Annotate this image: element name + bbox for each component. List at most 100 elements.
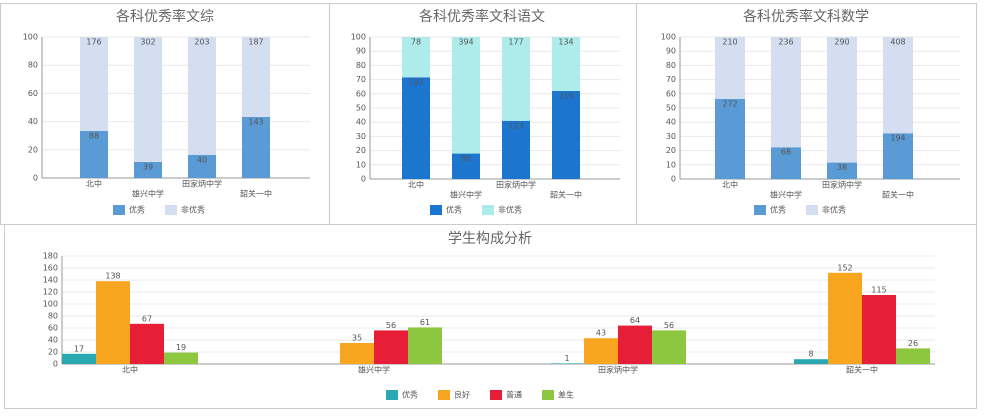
x-tick-label: 韶关一中 <box>882 190 914 200</box>
data-label: 176 <box>86 38 101 47</box>
data-label: 394 <box>458 38 473 47</box>
x-tick-label: 雄兴中学 <box>132 189 164 199</box>
bar-segment <box>502 120 530 179</box>
x-tick-label: 北中 <box>722 180 738 190</box>
chart-title: 各科优秀率文科语文 <box>419 8 545 25</box>
bar <box>584 338 618 364</box>
bar-segment <box>402 37 430 78</box>
data-label: 56 <box>386 321 396 330</box>
data-label: 187 <box>248 38 263 47</box>
y-tick-label: 60 <box>28 89 38 98</box>
data-label: 272 <box>722 99 737 108</box>
y-tick-label: 10 <box>666 160 676 169</box>
legend-label: 优秀 <box>402 390 418 400</box>
y-tick-label: 40 <box>666 118 676 127</box>
y-tick-label: 120 <box>43 288 58 297</box>
data-label: 56 <box>664 321 674 330</box>
chart-title: 各科优秀率文科数学 <box>743 8 869 25</box>
bar-segment <box>134 37 162 162</box>
y-tick-label: 80 <box>666 61 676 70</box>
y-tick-label: 100 <box>23 33 38 42</box>
bar-segment <box>242 116 270 178</box>
x-tick-label: 北中 <box>408 180 424 190</box>
legend-label: 差生 <box>558 390 574 400</box>
data-label: 203 <box>194 38 209 47</box>
x-tick-label: 田家炳中学 <box>822 180 862 190</box>
y-tick-label: 0 <box>53 360 58 369</box>
data-label: 219 <box>558 91 573 100</box>
bar-segment <box>883 133 913 179</box>
y-tick-label: 30 <box>356 132 366 141</box>
bar-segment <box>80 37 108 131</box>
bar-segment <box>188 37 216 155</box>
bar <box>340 343 374 364</box>
y-tick-label: 140 <box>43 276 58 285</box>
y-tick-label: 10 <box>356 160 366 169</box>
x-tick-label: 韶关一中 <box>550 190 582 200</box>
y-tick-label: 0 <box>33 174 38 183</box>
data-label: 197 <box>408 78 423 87</box>
legend-label: 非优秀 <box>498 205 522 215</box>
y-tick-label: 80 <box>28 61 38 70</box>
y-tick-label: 0 <box>361 175 366 184</box>
x-tick-label: 雄兴中学 <box>450 190 482 200</box>
data-label: 134 <box>558 38 573 47</box>
y-tick-label: 20 <box>356 146 366 155</box>
data-label: 1 <box>564 354 569 363</box>
x-tick-label: 北中 <box>122 365 138 375</box>
bar <box>96 281 130 364</box>
data-label: 67 <box>142 314 152 323</box>
x-tick-label: 雄兴中学 <box>358 365 390 375</box>
data-label: 143 <box>248 117 263 126</box>
bar-segment <box>552 37 580 91</box>
panel <box>4 224 977 409</box>
y-tick-label: 60 <box>356 89 366 98</box>
chart-title: 学生构成分析 <box>448 231 532 247</box>
data-label: 8 <box>808 350 813 359</box>
legend-label: 优秀 <box>446 205 462 215</box>
bar <box>896 348 930 364</box>
data-label: 302 <box>140 38 155 47</box>
y-tick-label: 160 <box>43 264 58 273</box>
y-tick-label: 100 <box>661 33 676 42</box>
bar <box>828 272 862 364</box>
bar <box>652 330 686 364</box>
data-label: 152 <box>837 263 852 272</box>
bar-segment <box>771 37 801 148</box>
legend-swatch <box>482 205 494 215</box>
bar-segment <box>242 37 270 117</box>
bar-segment <box>134 161 162 178</box>
data-label: 40 <box>197 155 207 164</box>
data-label: 78 <box>411 38 421 47</box>
bar-segment <box>452 153 480 179</box>
data-label: 68 <box>781 148 791 157</box>
bar <box>862 295 896 364</box>
legend-swatch <box>806 205 818 215</box>
data-label: 19 <box>176 343 186 352</box>
y-tick-label: 20 <box>666 146 676 155</box>
data-label: 38 <box>837 163 847 172</box>
y-tick-label: 80 <box>356 61 366 70</box>
y-tick-label: 40 <box>48 336 58 345</box>
y-tick-label: 90 <box>356 47 366 56</box>
x-tick-label: 韶关一中 <box>846 365 878 375</box>
y-tick-label: 20 <box>48 348 58 357</box>
legend-label: 非优秀 <box>822 205 846 215</box>
bar-segment <box>188 154 216 178</box>
y-tick-label: 60 <box>48 324 58 333</box>
data-label: 17 <box>74 344 84 353</box>
legend-swatch <box>165 205 177 215</box>
y-tick-label: 40 <box>356 118 366 127</box>
data-label: 408 <box>890 38 905 47</box>
legend-label: 优秀 <box>129 205 145 215</box>
legend-swatch <box>542 390 554 400</box>
bar <box>550 363 584 364</box>
data-label: 177 <box>508 38 523 47</box>
bar-segment <box>827 37 857 163</box>
bar <box>374 330 408 364</box>
bar <box>130 323 164 364</box>
x-tick-label: 雄兴中学 <box>770 190 802 200</box>
bar-segment <box>502 37 530 121</box>
y-tick-label: 180 <box>43 252 58 261</box>
